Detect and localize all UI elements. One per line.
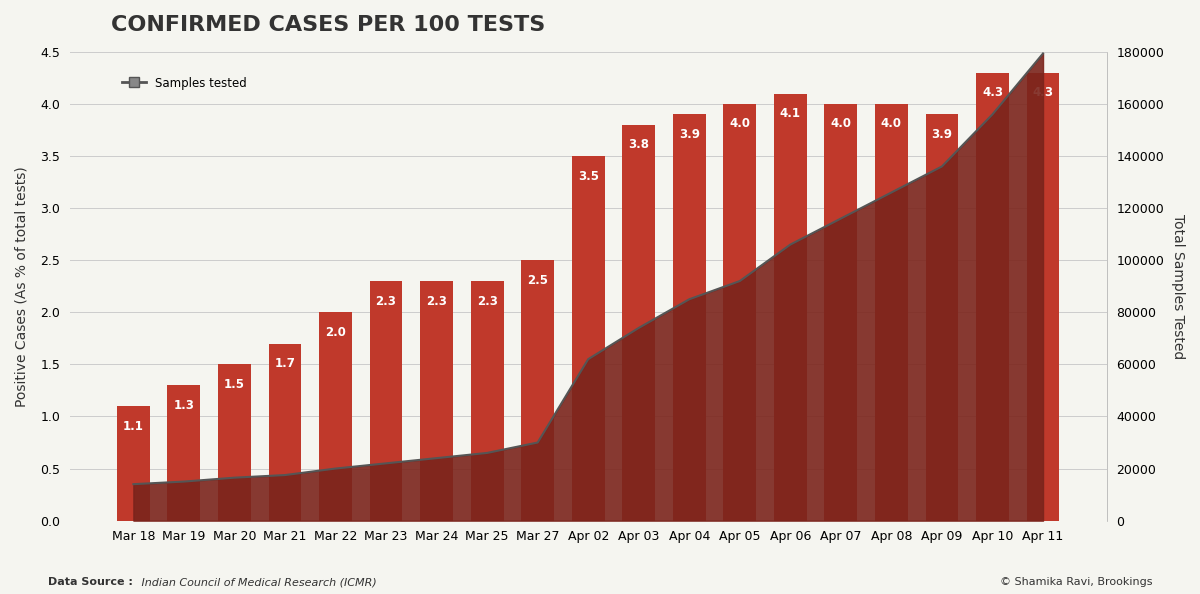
- Text: 4.0: 4.0: [830, 118, 851, 131]
- Bar: [724, 104, 756, 520]
- Bar: [774, 93, 806, 520]
- Y-axis label: Positive Cases (As % of total tests): Positive Cases (As % of total tests): [14, 166, 29, 407]
- Bar: [976, 72, 1009, 520]
- Bar: [1026, 72, 1060, 520]
- Bar: [925, 114, 959, 520]
- Bar: [724, 104, 756, 520]
- Text: 3.9: 3.9: [931, 128, 953, 141]
- Text: CONFIRMED CASES PER 100 TESTS: CONFIRMED CASES PER 100 TESTS: [112, 15, 546, 35]
- Text: 2.3: 2.3: [426, 295, 448, 308]
- Bar: [319, 312, 352, 520]
- Y-axis label: Total Samples Tested: Total Samples Tested: [1171, 214, 1186, 359]
- Text: 4.3: 4.3: [1032, 86, 1054, 99]
- Bar: [673, 114, 706, 520]
- Bar: [470, 281, 504, 520]
- Bar: [875, 104, 908, 520]
- Bar: [571, 156, 605, 520]
- Bar: [673, 114, 706, 520]
- Text: 4.0: 4.0: [881, 118, 902, 131]
- Bar: [218, 364, 251, 520]
- Bar: [168, 385, 200, 520]
- Text: Indian Council of Medical Research (ICMR): Indian Council of Medical Research (ICMR…: [138, 577, 377, 587]
- Text: 2.0: 2.0: [325, 326, 346, 339]
- Bar: [774, 93, 806, 520]
- Bar: [370, 281, 402, 520]
- Text: 3.5: 3.5: [577, 169, 599, 182]
- Text: 1.7: 1.7: [275, 357, 295, 370]
- Text: 2.5: 2.5: [527, 274, 548, 287]
- Bar: [875, 104, 908, 520]
- Text: 3.8: 3.8: [629, 138, 649, 151]
- Bar: [116, 406, 150, 520]
- Text: Data Source :: Data Source :: [48, 577, 133, 587]
- Bar: [571, 156, 605, 520]
- Text: © Shamika Ravi, Brookings: © Shamika Ravi, Brookings: [1000, 577, 1152, 587]
- Bar: [319, 312, 352, 520]
- Bar: [269, 343, 301, 520]
- Bar: [1026, 72, 1060, 520]
- Bar: [420, 281, 454, 520]
- Legend: Samples tested: Samples tested: [118, 72, 252, 94]
- Text: 1.5: 1.5: [224, 378, 245, 391]
- Text: 4.1: 4.1: [780, 107, 800, 120]
- Text: 1.3: 1.3: [174, 399, 194, 412]
- Bar: [976, 72, 1009, 520]
- Text: 4.0: 4.0: [730, 118, 750, 131]
- Text: 2.3: 2.3: [376, 295, 396, 308]
- Bar: [370, 281, 402, 520]
- Text: 3.9: 3.9: [679, 128, 700, 141]
- Bar: [824, 104, 857, 520]
- Text: 4.3: 4.3: [982, 86, 1003, 99]
- Bar: [470, 281, 504, 520]
- Text: 1.1: 1.1: [122, 419, 144, 432]
- Bar: [623, 125, 655, 520]
- Text: 2.3: 2.3: [476, 295, 498, 308]
- Bar: [824, 104, 857, 520]
- Bar: [269, 343, 301, 520]
- Bar: [925, 114, 959, 520]
- Bar: [116, 406, 150, 520]
- Bar: [168, 385, 200, 520]
- Bar: [521, 260, 554, 520]
- Bar: [521, 260, 554, 520]
- Bar: [420, 281, 454, 520]
- Bar: [218, 364, 251, 520]
- Bar: [623, 125, 655, 520]
